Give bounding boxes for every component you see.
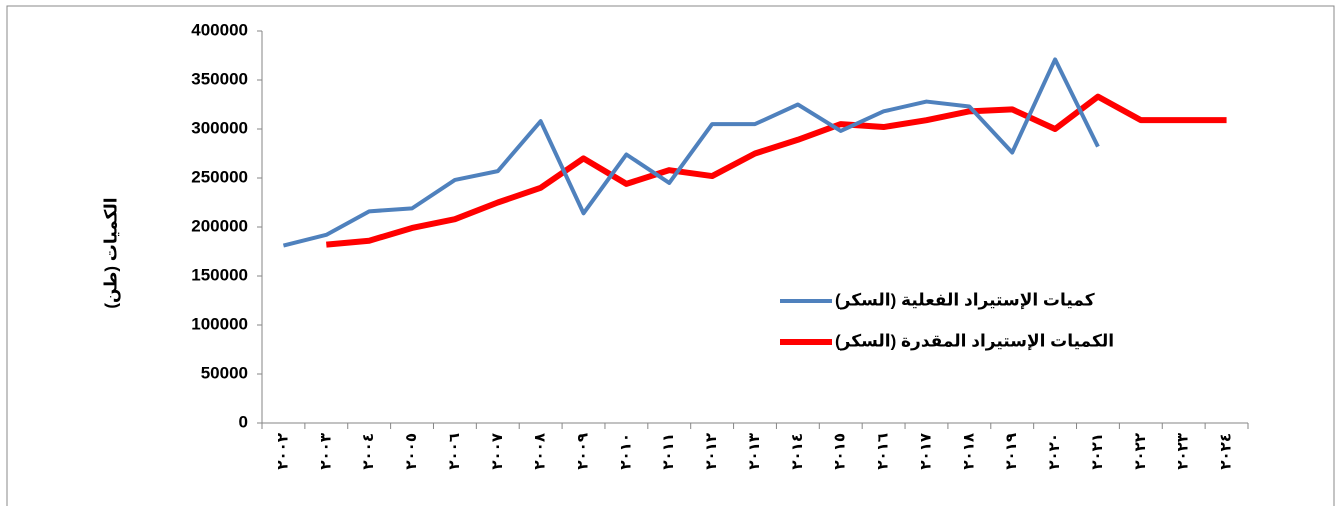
frame bbox=[6, 5, 1335, 506]
y-tick-label: 150000 bbox=[191, 265, 248, 284]
x-tick-label: ٢٠١٦ bbox=[875, 433, 892, 470]
x-tick-label: ٢٠٠٢ bbox=[274, 433, 291, 470]
x-tick-label: ٢٠١٣ bbox=[746, 433, 763, 470]
x-tick-label: ٢٠١٠ bbox=[617, 433, 634, 470]
x-tick-label: ٢٠٢٢ bbox=[1132, 433, 1149, 470]
x-tick-label: ٢٠٢٤ bbox=[1218, 433, 1235, 470]
y-tick-label: 50000 bbox=[201, 363, 248, 382]
x-tick-label: ٢٠١٢ bbox=[703, 433, 720, 470]
x-tick-label: ٢٠٢٠ bbox=[1046, 433, 1063, 470]
x-tick-label: ٢٠٢٣ bbox=[1175, 433, 1192, 470]
y-tick-label: 200000 bbox=[191, 216, 248, 235]
y-tick-label: 0 bbox=[239, 412, 248, 431]
x-tick-label: ٢٠١٧ bbox=[917, 433, 934, 470]
series-line bbox=[326, 93, 1227, 248]
x-tick-label: ٢٠٠٨ bbox=[532, 433, 549, 470]
x-tick-label: ٢٠٢١ bbox=[1089, 433, 1106, 470]
legend-label: كميات الإستيراد الفعلية (السكر) bbox=[835, 290, 1095, 310]
y-tick-label: 300000 bbox=[191, 118, 248, 137]
x-tick-label: ٢٠٠٥ bbox=[403, 433, 420, 470]
x-tick-label: ٢٠٠٤ bbox=[360, 433, 377, 470]
x-tick-label: ٢٠٠٣ bbox=[317, 433, 334, 470]
legend-label: الكميات الإستيراد المقدرة (السكر) bbox=[835, 331, 1114, 351]
x-tick-label: ٢٠١٤ bbox=[789, 433, 806, 470]
y-tick-label: 400000 bbox=[191, 20, 248, 39]
y-tick-label: 350000 bbox=[191, 69, 248, 88]
x-tick-label: ٢٠١٥ bbox=[832, 433, 849, 470]
series-line bbox=[282, 57, 1100, 248]
y-tick-label: 250000 bbox=[191, 167, 248, 186]
x-tick-label: ٢٠١١ bbox=[660, 433, 677, 470]
x-tick-label: ٢٠١٨ bbox=[960, 433, 977, 470]
x-tick-label: ٢٠١٩ bbox=[1003, 433, 1020, 470]
x-tick-label: ٢٠٠٦ bbox=[446, 433, 463, 470]
y-axis-label: الكميات (طن) bbox=[101, 197, 121, 308]
y-tick-label: 100000 bbox=[191, 314, 248, 333]
x-tick-label: ٢٠٠٩ bbox=[574, 433, 591, 470]
x-tick-label: ٢٠٠٧ bbox=[489, 433, 506, 470]
